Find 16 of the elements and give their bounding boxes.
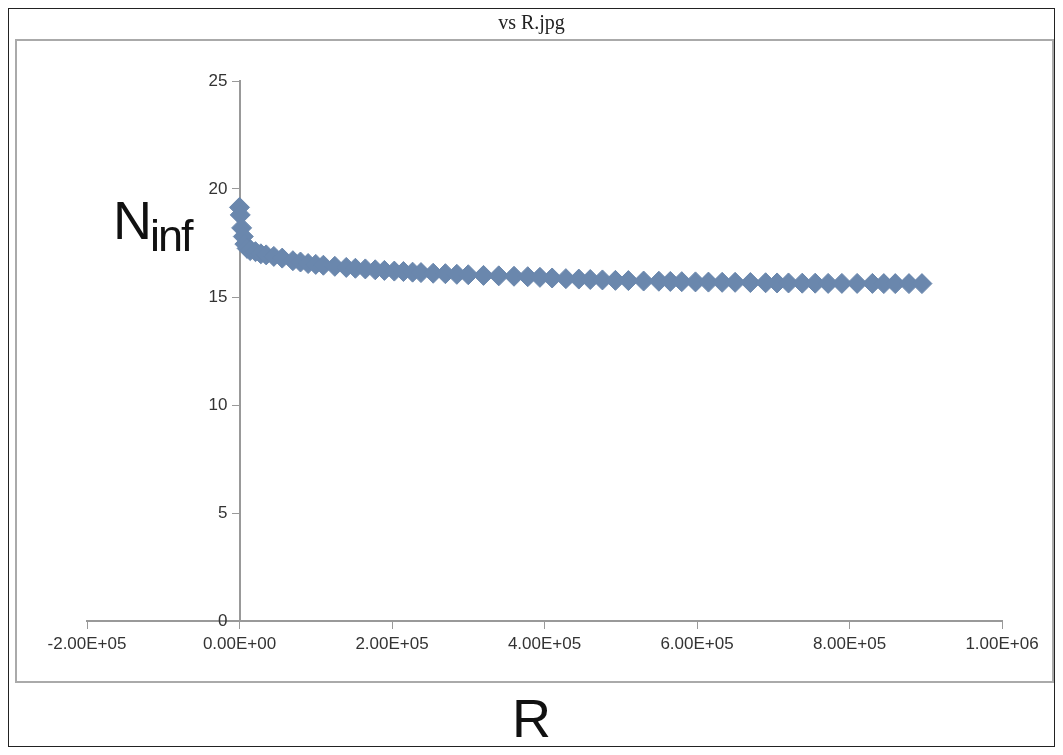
x-tick-label: 4.00E+05 xyxy=(507,633,582,653)
x-tick-label: -2.00E+05 xyxy=(47,633,127,653)
y-tick-label: 25 xyxy=(208,70,228,90)
y-axis-title: N$_{inf}$ xyxy=(113,189,192,262)
x-tick-label: 2.00E+05 xyxy=(355,633,429,653)
y-tick-label: 15 xyxy=(208,286,228,306)
x-tick-label: 8.00E+05 xyxy=(812,633,887,653)
x-axis-title: R xyxy=(511,687,552,749)
x-tick-label: 0.00E+00 xyxy=(202,633,277,653)
y-tick-label: 5 xyxy=(218,502,228,522)
y-tick-label: 20 xyxy=(208,178,228,198)
x-tick-label: 6.00E+05 xyxy=(660,633,734,653)
chart-title: vs R.jpg xyxy=(497,11,566,34)
y-tick-label: 0 xyxy=(218,610,228,630)
y-tick-label: 10 xyxy=(208,394,228,414)
x-tick-label: 1.00E+06 xyxy=(965,633,1039,653)
